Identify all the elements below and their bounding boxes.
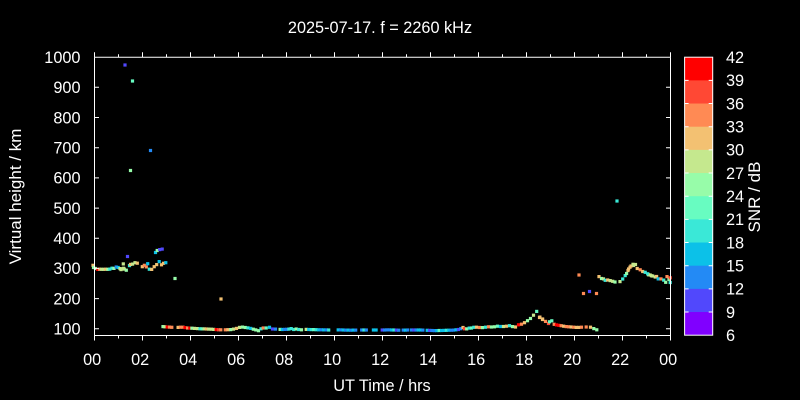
svg-text:42: 42 xyxy=(726,49,744,67)
svg-text:100: 100 xyxy=(53,321,80,339)
svg-text:12: 12 xyxy=(371,351,389,369)
svg-text:400: 400 xyxy=(53,230,80,248)
svg-text:20: 20 xyxy=(563,351,581,369)
svg-text:9: 9 xyxy=(726,304,735,322)
svg-text:18: 18 xyxy=(726,234,744,252)
svg-text:300: 300 xyxy=(53,260,80,278)
svg-text:24: 24 xyxy=(726,188,744,206)
svg-text:12: 12 xyxy=(726,281,744,299)
svg-text:2025-07-17. f = 2260 kHz: 2025-07-17. f = 2260 kHz xyxy=(288,19,472,37)
svg-text:04: 04 xyxy=(179,351,197,369)
svg-text:15: 15 xyxy=(726,258,744,276)
svg-text:33: 33 xyxy=(726,119,744,137)
svg-text:00: 00 xyxy=(83,351,101,369)
svg-text:06: 06 xyxy=(227,351,245,369)
svg-text:1000: 1000 xyxy=(44,49,80,67)
svg-text:08: 08 xyxy=(275,351,293,369)
svg-text:6: 6 xyxy=(726,327,735,345)
svg-text:30: 30 xyxy=(726,142,744,160)
svg-text:27: 27 xyxy=(726,165,744,183)
svg-text:22: 22 xyxy=(611,351,629,369)
svg-text:02: 02 xyxy=(131,351,149,369)
svg-text:10: 10 xyxy=(323,351,341,369)
svg-text:SNR / dB: SNR / dB xyxy=(745,162,764,233)
svg-text:21: 21 xyxy=(726,211,744,229)
svg-text:800: 800 xyxy=(53,109,80,127)
svg-text:39: 39 xyxy=(726,72,744,90)
svg-text:500: 500 xyxy=(53,200,80,218)
svg-text:18: 18 xyxy=(515,351,533,369)
svg-text:200: 200 xyxy=(53,290,80,308)
svg-text:36: 36 xyxy=(726,95,744,113)
svg-text:00: 00 xyxy=(659,351,677,369)
svg-text:600: 600 xyxy=(53,170,80,188)
svg-text:Virtual height / km: Virtual height / km xyxy=(6,129,25,265)
svg-text:UT Time / hrs: UT Time / hrs xyxy=(333,377,430,395)
svg-text:14: 14 xyxy=(419,351,437,369)
svg-text:900: 900 xyxy=(53,79,80,97)
svg-text:700: 700 xyxy=(53,140,80,158)
svg-text:16: 16 xyxy=(467,351,485,369)
